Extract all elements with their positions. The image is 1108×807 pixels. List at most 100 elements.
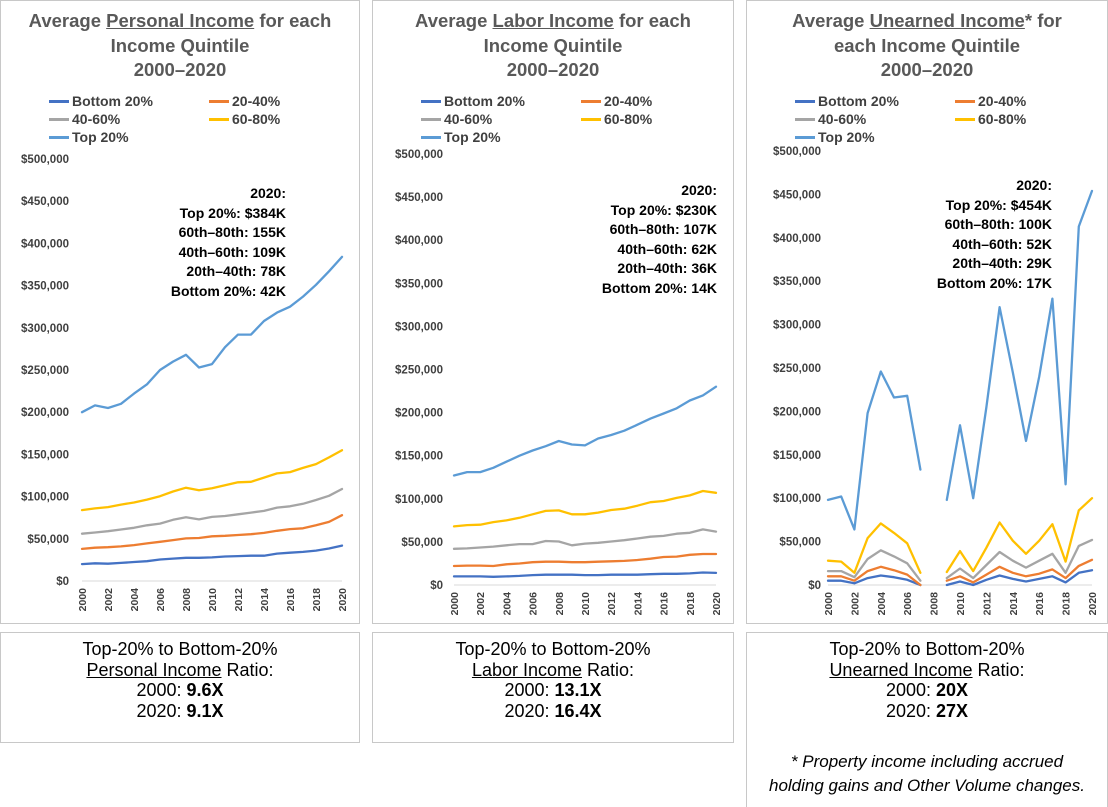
x-tick-label: 2014 <box>1008 592 1020 616</box>
x-tick-label: 2008 <box>929 592 941 616</box>
x-tick-label: 2004 <box>876 592 888 616</box>
x-tick-label: 2018 <box>1061 592 1073 616</box>
y-tick-label: $450,000 <box>395 192 443 204</box>
footnote: * Property income including accrued hold… <box>769 752 1085 795</box>
x-tick-label: 2010 <box>207 588 219 612</box>
legend-40-60: 40-60% <box>49 110 120 128</box>
x-tick-label: 2006 <box>528 592 540 616</box>
series-line-top <box>826 189 1094 531</box>
x-tick-label: 2018 <box>685 592 697 616</box>
y-tick-label: $50,000 <box>27 534 69 546</box>
y-tick-label: $350,000 <box>395 278 443 290</box>
x-tick-label: 2008 <box>181 588 193 612</box>
x-tick-label: 2020 <box>711 592 723 616</box>
y-tick-label: $200,000 <box>21 407 69 419</box>
x-tick-label: 2016 <box>659 592 671 616</box>
legend-20-40: 20-40% <box>955 92 1026 110</box>
series-line-q4 <box>452 489 718 528</box>
legend-top: Top 20% <box>49 128 129 146</box>
x-tick-label: 2014 <box>632 592 644 616</box>
chart-panel-labor: Average Labor Income for each Income Qui… <box>372 0 734 624</box>
series-line-q3 <box>452 528 718 550</box>
line-chart-labor: $0 $50,000 $100,000 $150,000 $200,000 $250,00… <box>395 149 723 616</box>
legend-bottom: Bottom 20% <box>49 92 153 110</box>
ratio-box-personal: Top-20% to Bottom-20% Personal Income Ra… <box>0 632 360 743</box>
x-tick-label: 2002 <box>849 592 861 616</box>
x-tick-label: 2006 <box>155 588 167 612</box>
y-tick-label: $350,000 <box>21 281 69 293</box>
series-line-bottom <box>452 571 718 578</box>
x-tick-label: 2012 <box>606 592 618 616</box>
x-tick-label: 2020 <box>1087 592 1099 616</box>
y-tick-label: $500,000 <box>21 154 69 166</box>
y-tick-label: $150,000 <box>21 449 69 461</box>
series-line-top <box>452 385 718 477</box>
ratio-box-labor: Top-20% to Bottom-20% Labor Income Ratio… <box>372 632 734 743</box>
annotation-2020: 2020: Top 20%: $454K 60th–80th: 100K 40t… <box>936 177 1052 291</box>
x-tick-label: 2012 <box>981 592 993 616</box>
y-tick-label: $400,000 <box>395 235 443 247</box>
legend-60-80: 60-80% <box>955 110 1026 128</box>
y-tick-label: $350,000 <box>773 276 821 288</box>
y-tick-label: $500,000 <box>773 146 821 158</box>
y-tick-label: $300,000 <box>773 320 821 332</box>
x-tick-label: 2014 <box>259 588 271 612</box>
chart-title: Average Unearned Income* for each Income… <box>792 10 1062 80</box>
x-tick-label: 2002 <box>475 592 487 616</box>
y-tick-label: $0 <box>430 580 443 592</box>
y-tick-label: $300,000 <box>395 321 443 333</box>
chart-title: Average Labor Income for each Income Qui… <box>415 10 691 80</box>
series-line-q4 <box>80 449 344 512</box>
series-line-q2 <box>80 514 344 551</box>
x-tick-label: 2020 <box>337 588 349 612</box>
y-tick-label: $250,000 <box>773 363 821 375</box>
x-tick-label: 2010 <box>955 592 967 616</box>
annotation-2020: 2020: Top 20%: $230K 60th–80th: 107K 40t… <box>601 182 717 296</box>
line-chart-unearned: $0 $50,000 $100,000 $150,000 $200,000 $250,00… <box>773 146 1099 616</box>
series-line-q3 <box>826 538 1094 582</box>
legend-20-40: 20-40% <box>209 92 280 110</box>
y-tick-label: $250,000 <box>395 365 443 377</box>
chart-panel-personal: Average Personal Income for each Income … <box>0 0 360 624</box>
x-tick-label: 2000 <box>449 592 461 616</box>
y-tick-label: $150,000 <box>773 450 821 462</box>
x-tick-label: 2008 <box>554 592 566 616</box>
legend-60-80: 60-80% <box>209 110 280 128</box>
series-line-bottom <box>826 569 1094 587</box>
y-tick-label: $200,000 <box>395 408 443 420</box>
series-line-bottom <box>80 544 344 566</box>
y-tick-label: $50,000 <box>401 537 443 549</box>
x-tick-label: 2016 <box>285 588 297 612</box>
y-tick-label: $100,000 <box>395 494 443 506</box>
series-line-q2 <box>826 558 1094 587</box>
legend-top: Top 20% <box>795 128 875 146</box>
series-line-top <box>80 255 344 414</box>
x-tick-label: 2016 <box>1034 592 1046 616</box>
y-tick-label: $500,000 <box>395 149 443 161</box>
chart-title: Average Personal Income for each Income … <box>28 10 332 80</box>
x-tick-label: 2000 <box>823 592 835 616</box>
x-tick-label: 2012 <box>233 588 245 612</box>
y-tick-label: $100,000 <box>21 492 69 504</box>
y-tick-label: $50,000 <box>779 537 821 549</box>
x-tick-label: 2000 <box>77 588 89 612</box>
legend-20-40: 20-40% <box>581 92 652 110</box>
legend-bottom: Bottom 20% <box>421 92 525 110</box>
legend-40-60: 40-60% <box>795 110 866 128</box>
y-tick-label: $300,000 <box>21 323 69 335</box>
x-tick-label: 2004 <box>501 592 513 616</box>
x-tick-label: 2004 <box>129 588 141 612</box>
y-tick-label: $100,000 <box>773 493 821 505</box>
series-line-q4 <box>826 497 1094 574</box>
y-tick-label: $150,000 <box>395 451 443 463</box>
y-tick-label: $400,000 <box>773 233 821 245</box>
x-tick-label: 2018 <box>311 588 323 612</box>
x-tick-label: 2006 <box>902 592 914 616</box>
legend-40-60: 40-60% <box>421 110 492 128</box>
y-tick-label: $450,000 <box>21 196 69 208</box>
x-tick-label: 2010 <box>580 592 592 616</box>
y-tick-label: $250,000 <box>21 365 69 377</box>
annotation-2020: 2020: Top 20%: $384K 60th–80th: 155K 40t… <box>170 185 286 299</box>
ratio-box-unearned: Top-20% to Bottom-20% Unearned Income Ra… <box>746 632 1108 807</box>
legend-top: Top 20% <box>421 128 501 146</box>
